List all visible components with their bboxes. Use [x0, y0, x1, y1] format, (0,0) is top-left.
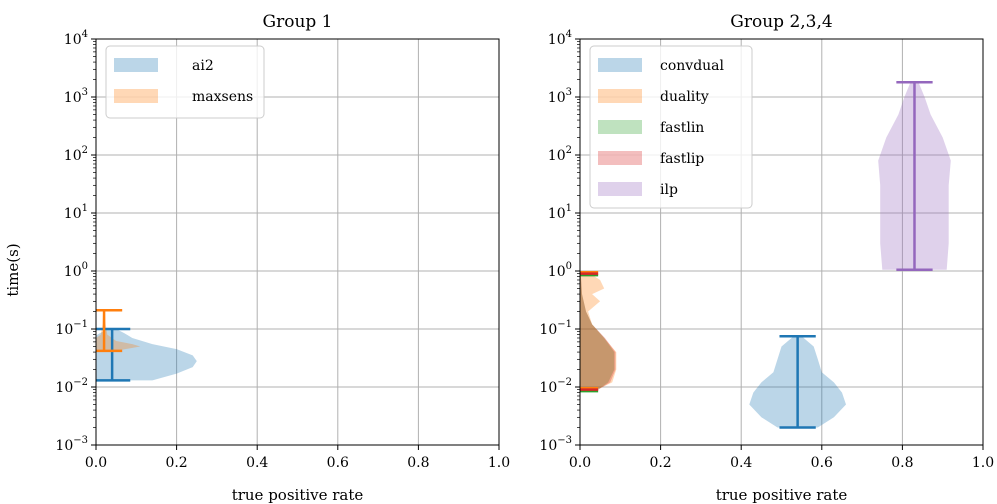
violin-body-fastlip	[580, 273, 616, 390]
legend-swatch-fastlip	[598, 151, 642, 165]
x-tick-label: 0.6	[327, 455, 349, 471]
x-tick-label: 1.0	[972, 455, 994, 471]
legend-label-convdual: convdual	[660, 58, 725, 74]
ticks: 0.0 0.2 0.4 0.6 0.8 1.0 10−3 10−2 10−1 100 101 102 1…	[539, 29, 994, 471]
y-tick-label: 104	[548, 29, 572, 48]
panel-group-1: Group 1 time(s) true positive rate 0.0 0.…	[4, 12, 510, 504]
legend-label-fastlin: fastlin	[660, 120, 704, 136]
y-axis-label: time(s)	[4, 243, 22, 296]
x-tick-label: 0.4	[730, 455, 752, 471]
x-tick-label: 0.4	[246, 455, 268, 471]
y-tick-label: 100	[64, 261, 88, 280]
legend-swatch-convdual	[598, 58, 642, 72]
x-tick-label: 0.6	[811, 455, 833, 471]
violins	[580, 80, 951, 429]
violin-body-ai2	[96, 329, 197, 381]
y-tick-label: 10−1	[539, 319, 572, 338]
x-tick-label: 1.0	[488, 455, 510, 471]
y-tick-label: 103	[64, 87, 88, 106]
violin-body-maxsens	[96, 310, 141, 351]
legend-label-maxsens: maxsens	[192, 89, 253, 105]
y-tick-label: 10−3	[539, 435, 572, 454]
y-tick-label: 103	[548, 87, 572, 106]
violins	[96, 309, 197, 382]
y-tick-label: 10−1	[55, 319, 88, 338]
legend-swatch-fastlin	[598, 120, 642, 134]
panel-title: Group 1	[263, 12, 333, 32]
y-tick-label: 101	[64, 203, 88, 222]
legend-label-fastlip: fastlip	[660, 151, 704, 167]
y-tick-label: 102	[64, 145, 88, 164]
x-tick-label: 0.2	[165, 455, 187, 471]
x-tick-label: 0.8	[891, 455, 913, 471]
legend-swatch-duality	[598, 89, 642, 103]
violin-body-duality	[580, 272, 617, 389]
y-tick-label: 101	[548, 203, 572, 222]
x-tick-label: 0.0	[85, 455, 107, 471]
x-axis-label: true positive rate	[232, 486, 364, 504]
y-tick-label: 102	[548, 145, 572, 164]
legend: ai2 maxsens	[105, 45, 265, 119]
axes-frame	[579, 38, 984, 446]
y-tick-label: 10−2	[539, 377, 572, 396]
violin-body-fastlin	[580, 275, 615, 392]
legend-frame	[105, 45, 265, 119]
y-tick-label: 10−2	[55, 377, 88, 396]
legend-frame	[589, 45, 753, 209]
y-tick-label: 104	[64, 29, 88, 48]
axes-frame	[95, 38, 500, 446]
y-tick-label: 100	[548, 261, 572, 280]
legend: convdual duality fastlin fastlip ilp	[589, 45, 753, 209]
legend-label-ai2: ai2	[192, 58, 214, 74]
legend-swatch-ilp	[598, 182, 642, 196]
legend-swatch-maxsens	[114, 89, 158, 103]
panel-title: Group 2,3,4	[730, 12, 832, 32]
panel-group-2-3-4: Group 2,3,4 true positive rate 0.0 0.2 0.4…	[539, 12, 994, 504]
x-tick-label: 0.0	[569, 455, 591, 471]
legend-swatch-ai2	[114, 58, 158, 72]
y-tick-label: 10−3	[55, 435, 88, 454]
x-tick-label: 0.2	[649, 455, 671, 471]
x-axis-label: true positive rate	[716, 486, 848, 504]
legend-label-duality: duality	[660, 89, 709, 105]
x-tick-label: 0.8	[407, 455, 429, 471]
legend-label-ilp: ilp	[660, 182, 678, 198]
